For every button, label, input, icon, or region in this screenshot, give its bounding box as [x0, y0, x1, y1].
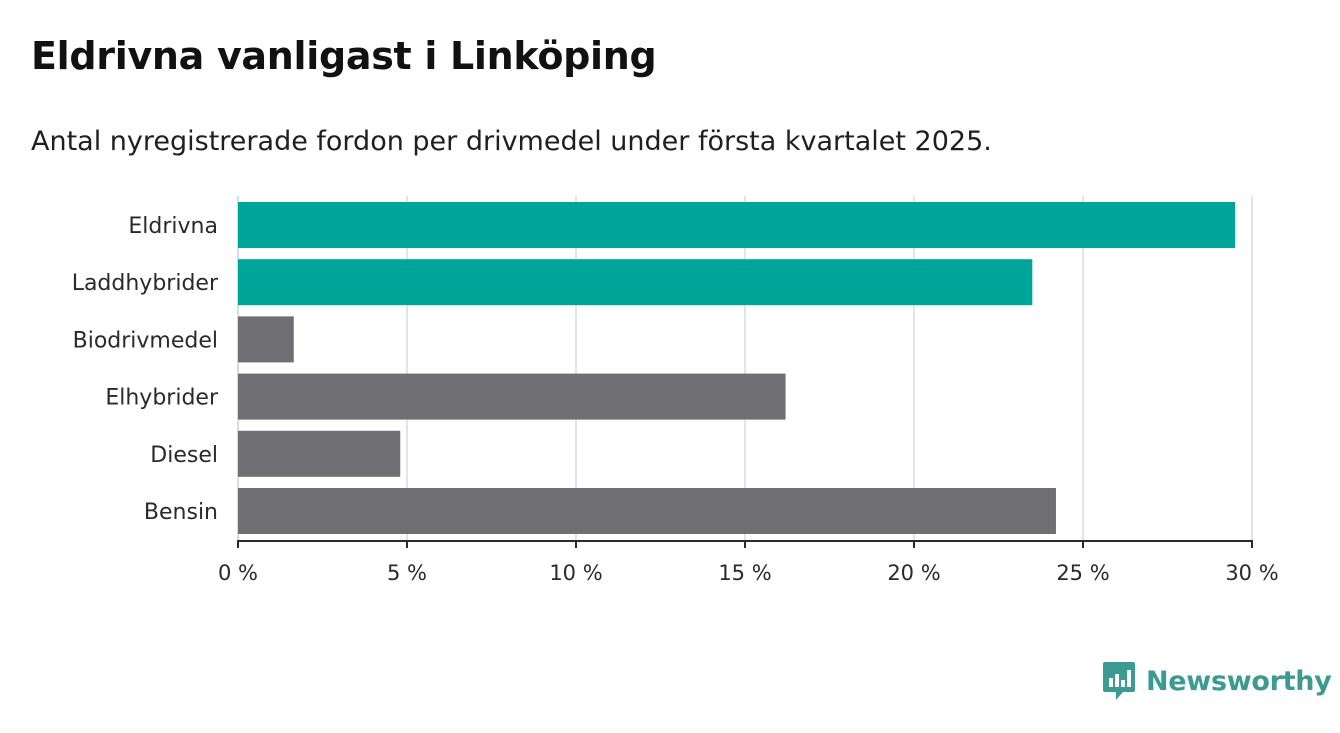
gridlines	[237, 196, 1253, 541]
bar	[238, 488, 1056, 534]
x-tick-label: 15 %	[718, 561, 771, 585]
bar	[238, 430, 401, 477]
chart-title: Eldrivna vanligast i Linköping	[31, 34, 657, 78]
bar	[238, 259, 1033, 306]
category-label: Bensin	[144, 500, 218, 525]
category-label: Elhybrider	[105, 386, 219, 411]
bar	[238, 373, 786, 420]
x-tick-label: 30 %	[1225, 561, 1278, 585]
brand-logo: Newsworthy	[1102, 660, 1332, 702]
category-labels: Eldrivna Laddhybrider Biodrivmedel Elhybrid…	[72, 214, 219, 525]
category-label: Diesel	[150, 443, 218, 468]
brand-name: Newsworthy	[1146, 665, 1332, 697]
category-label: Biodrivmedel	[73, 328, 218, 353]
chart-subtitle: Antal nyregistrerade fordon per drivmede…	[31, 126, 992, 157]
newsworthy-logo-icon	[1103, 662, 1135, 700]
bars	[238, 202, 1236, 534]
x-tick-label: 20 %	[887, 561, 940, 585]
x-tick-label: 25 %	[1056, 561, 1109, 585]
x-axis: 0 % 5 % 10 % 15 % 20 % 25 % 30 %	[218, 540, 1279, 585]
bar	[238, 316, 294, 363]
x-tick-label: 10 %	[549, 561, 602, 585]
x-tick-label: 0 %	[218, 561, 258, 585]
category-label: Eldrivna	[128, 214, 218, 239]
bar	[238, 202, 1236, 248]
x-tick-label: 5 %	[387, 561, 427, 585]
category-label: Laddhybrider	[72, 271, 219, 296]
